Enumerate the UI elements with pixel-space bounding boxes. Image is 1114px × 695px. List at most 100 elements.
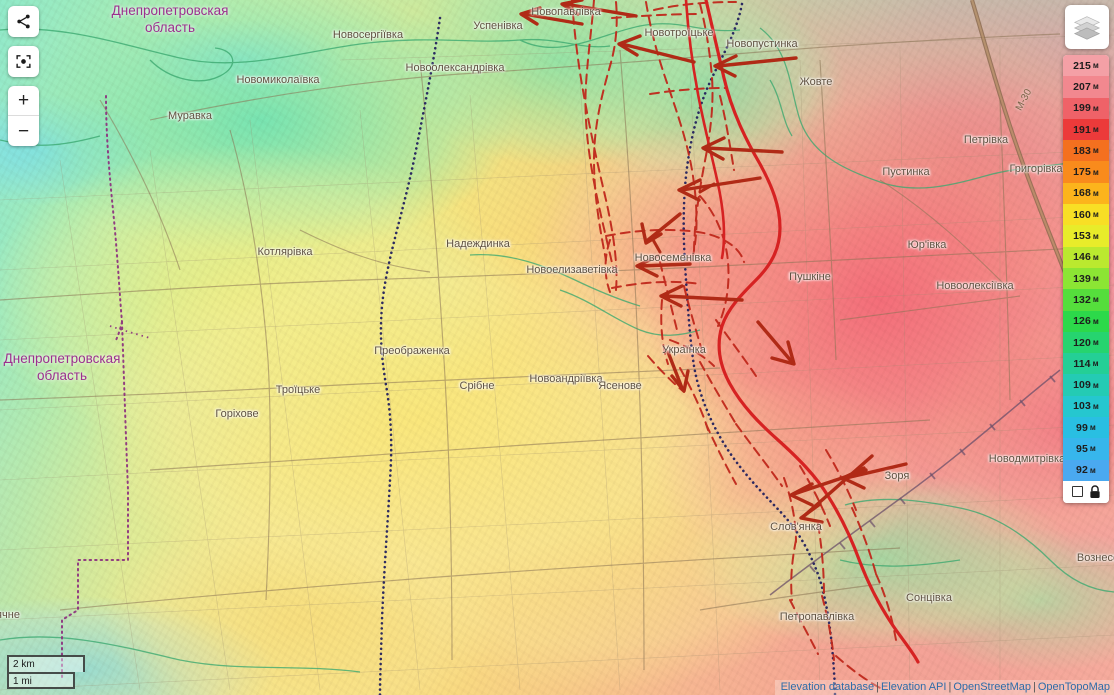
legend-value: 99 xyxy=(1076,421,1088,434)
legend-row-126m[interactable]: 126 м xyxy=(1063,310,1109,332)
legend-unit: м xyxy=(1092,359,1099,369)
legend-value: 95 xyxy=(1076,442,1088,455)
dnipropetrovsk-region-label-west: Днепропетровская область xyxy=(4,351,121,385)
legend-row-120m[interactable]: 120 м xyxy=(1063,331,1109,354)
legend-value: 132 xyxy=(1073,293,1091,306)
field-parcel-grid xyxy=(0,34,1114,691)
locate-me-button[interactable] xyxy=(8,46,39,77)
zoom-out-button[interactable]: − xyxy=(17,120,30,142)
scale-imperial-label: 1 mi xyxy=(7,672,75,689)
place-label: Котлярівка xyxy=(257,246,313,258)
legend-unit: м xyxy=(1089,423,1096,433)
legend-value: 146 xyxy=(1073,251,1091,264)
legend-visibility-checkbox[interactable] xyxy=(1071,486,1083,498)
place-label: Новоолександрівка xyxy=(405,62,505,74)
place-label: Срібне xyxy=(459,380,495,392)
place-label: Новодмитрівка xyxy=(988,453,1066,465)
map-controls-topleft[interactable]: + − xyxy=(8,6,39,146)
legend-unit: м xyxy=(1092,103,1099,113)
legend-unit: м xyxy=(1092,188,1099,198)
legend-row-168m[interactable]: 168 м xyxy=(1063,182,1109,205)
zoom-controls[interactable]: + − xyxy=(8,86,39,146)
lock-icon[interactable] xyxy=(1089,485,1101,499)
region-label-line1: Днепропетровская xyxy=(111,3,229,19)
attribution-link[interactable]: Elevation database xyxy=(780,681,875,693)
legend-value: 199 xyxy=(1073,102,1091,115)
railway-ties xyxy=(809,375,1056,573)
legend-row-160m[interactable]: 160 м xyxy=(1063,204,1109,226)
elevation-legend[interactable]: 215 м 207 м 199 м 191 м 183 м 175 м 168 м 160 м 153 м 146 м… xyxy=(1063,55,1109,503)
place-label: Новопустинка xyxy=(726,38,798,50)
legend-unit: м xyxy=(1089,444,1096,454)
attribution-link[interactable]: OpenStreetMap xyxy=(953,681,1031,693)
attribution-separator: | xyxy=(948,681,952,693)
crosshair-frame-icon xyxy=(16,55,31,68)
legend-row-146m[interactable]: 146 м xyxy=(1063,246,1109,268)
share-icon xyxy=(17,14,30,29)
legend-row-153m[interactable]: 153 м xyxy=(1063,225,1109,247)
legend-unit: м xyxy=(1092,380,1099,390)
place-label: Зоря xyxy=(884,470,910,482)
legend-row-list[interactable]: 215 м 207 м 199 м 191 м 183 м 175 м 168 м 160 м 153 м 146 м… xyxy=(1063,55,1109,481)
legend-row-92m[interactable]: 92 м xyxy=(1063,459,1109,481)
legend-value: 153 xyxy=(1073,230,1091,243)
place-label: Новосеменівка xyxy=(634,252,712,264)
legend-value: 175 xyxy=(1073,166,1091,179)
legend-unit: м xyxy=(1092,252,1099,262)
legend-value: 126 xyxy=(1073,315,1091,328)
legend-unit: м xyxy=(1089,465,1096,475)
attribution-separator: | xyxy=(1032,681,1036,693)
legend-row-95m[interactable]: 95 м xyxy=(1063,438,1109,460)
legend-unit: м xyxy=(1092,231,1099,241)
legend-row-103m[interactable]: 103 м xyxy=(1063,395,1109,418)
place-label: Вознесе xyxy=(1076,552,1114,564)
region-label-line2: область xyxy=(144,20,195,35)
legend-unit: м xyxy=(1092,401,1099,411)
layers-button[interactable] xyxy=(1065,5,1109,49)
place-label: Українка xyxy=(662,344,706,356)
share-button[interactable] xyxy=(8,6,39,37)
attribution-bar[interactable]: Elevation database | Elevation API | OpenStr… xyxy=(774,680,1114,695)
legend-value: 160 xyxy=(1073,208,1091,221)
legend-row-99m[interactable]: 99 м xyxy=(1063,417,1109,439)
road-network xyxy=(0,33,1081,671)
legend-value: 139 xyxy=(1073,272,1091,285)
legend-row-215m[interactable]: 215 м xyxy=(1063,55,1109,77)
legend-row-207m[interactable]: 207 м xyxy=(1063,76,1109,98)
zoom-in-button[interactable]: + xyxy=(8,86,39,116)
legend-row-109m[interactable]: 109 м xyxy=(1063,374,1109,396)
place-label: Надеждинка xyxy=(446,238,510,250)
attack-axis-dashed-lines xyxy=(571,0,897,691)
place-label: Муравка xyxy=(168,110,212,122)
place-label: Новотроїцьке xyxy=(644,27,714,39)
place-label: Юр'івка xyxy=(907,239,947,251)
legend-row-175m[interactable]: 175 м xyxy=(1063,161,1109,183)
legend-footer[interactable] xyxy=(1063,480,1109,503)
legend-unit: м xyxy=(1092,316,1099,326)
legend-row-191m[interactable]: 191 м xyxy=(1063,118,1109,141)
attribution-link[interactable]: Elevation API xyxy=(881,681,947,693)
advance-arrows xyxy=(519,0,908,524)
legend-row-199m[interactable]: 199 м xyxy=(1063,97,1109,119)
attribution-link[interactable]: OpenTopoMap xyxy=(1037,681,1110,693)
scale-bar: 2 km 1 mi xyxy=(7,655,85,689)
railway-line xyxy=(769,369,1061,596)
advance-arrow-heads-extra xyxy=(650,182,716,254)
legend-row-139m[interactable]: 139 м xyxy=(1063,267,1109,290)
legend-row-132m[interactable]: 132 м xyxy=(1063,289,1109,311)
attribution-separator: | xyxy=(876,681,880,693)
place-label: Троїцьке xyxy=(275,384,321,396)
legend-unit: м xyxy=(1092,167,1099,177)
legend-unit: м xyxy=(1092,125,1099,135)
oblast-admin-border xyxy=(61,95,129,681)
legend-unit: м xyxy=(1092,146,1099,156)
legend-unit: м xyxy=(1092,82,1099,92)
place-label: Жовте xyxy=(799,76,833,88)
front-line-solid xyxy=(704,0,920,664)
legend-row-114m[interactable]: 114 м xyxy=(1063,353,1109,375)
legend-value: 92 xyxy=(1076,464,1088,477)
legend-row-183m[interactable]: 183 м xyxy=(1063,140,1109,162)
